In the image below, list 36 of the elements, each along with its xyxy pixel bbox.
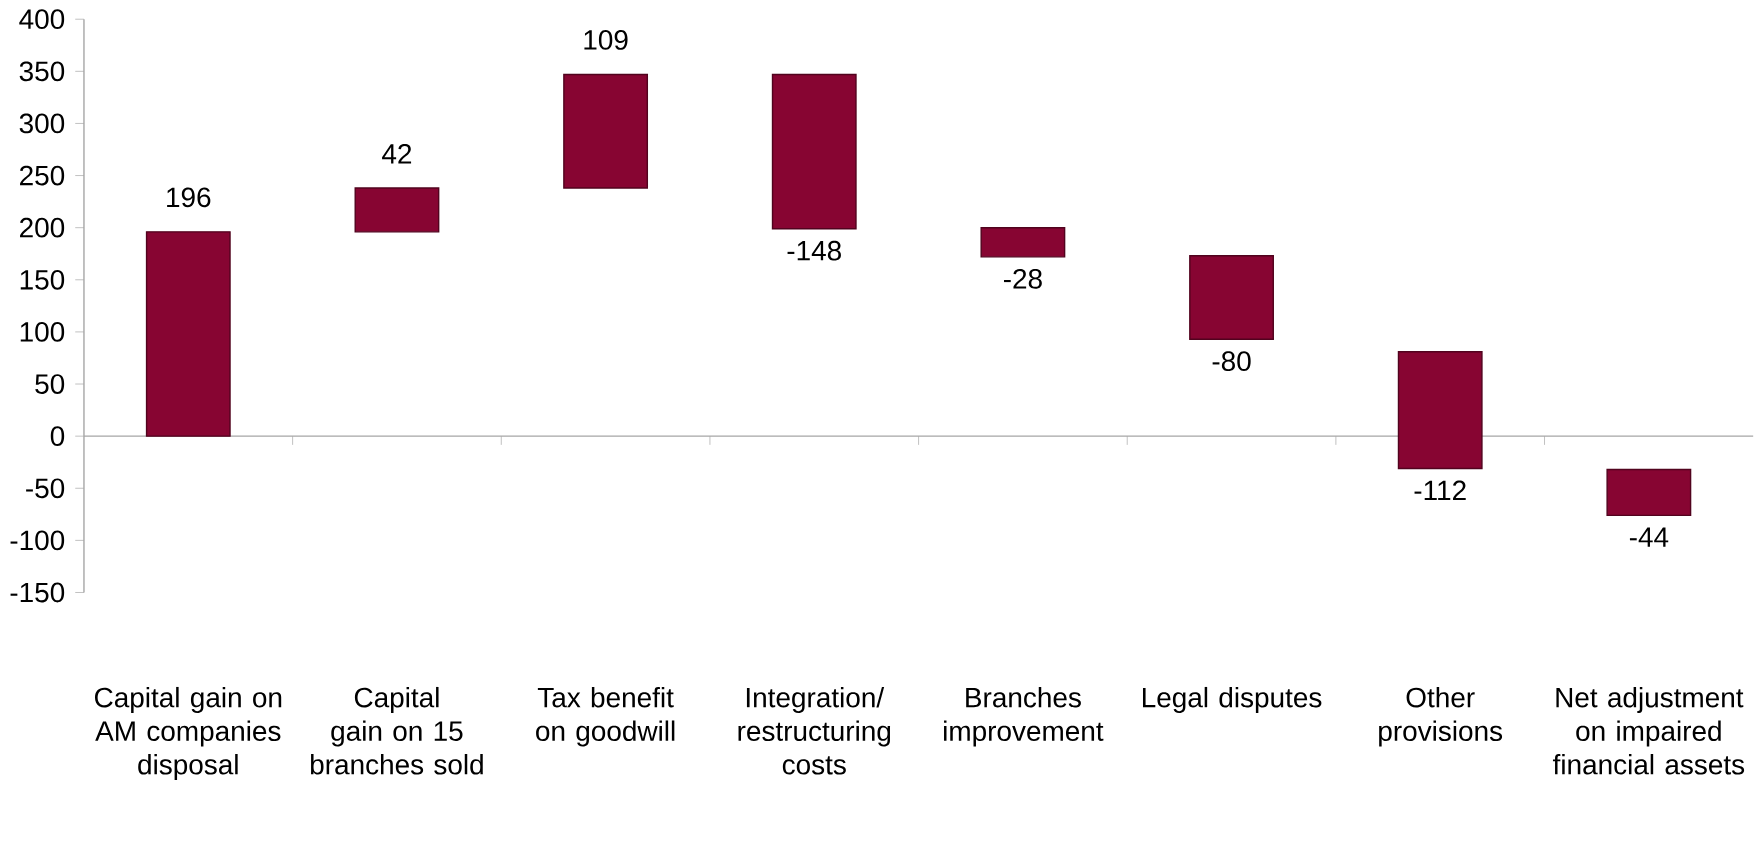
data-label: -28: [1003, 269, 1042, 289]
x-tick-label: Other provisions: [1379, 687, 1503, 747]
data-label: -148: [787, 240, 841, 261]
y-tick-label: 350: [19, 61, 65, 82]
y-tick-label: 50: [35, 374, 65, 394]
data-label: 42: [382, 144, 412, 164]
y-tick-label: 400: [19, 9, 65, 30]
data-label: -80: [1212, 351, 1251, 372]
bar: [771, 73, 857, 230]
bar: [354, 187, 440, 233]
data-label: 109: [584, 30, 628, 50]
x-tick-label: Capital gain on AM companies disposal: [94, 687, 282, 781]
x-tick-label: Tax benefit on goodwill: [536, 687, 675, 747]
x-tick-label: Integration/ restructuring costs: [738, 687, 891, 775]
y-tick-label: 100: [20, 322, 65, 342]
bar: [145, 231, 231, 437]
data-label: -112: [1414, 480, 1466, 501]
bar: [1606, 468, 1692, 517]
bar: [1189, 255, 1274, 340]
x-tick-label: Branches improvement: [944, 687, 1104, 747]
y-tick-label: 250: [20, 165, 65, 186]
data-label: 196: [167, 187, 211, 208]
bar: [980, 227, 1066, 258]
x-tick-label: Legal disputes: [1143, 687, 1322, 714]
y-tick-label: -100: [10, 530, 65, 551]
x-tick-label: Capital gain on 15 branches sold: [311, 687, 483, 775]
y-tick-label: 300: [19, 113, 65, 134]
y-tick-label: -150: [10, 582, 65, 603]
bar: [1397, 351, 1483, 470]
x-tick-label: Net adjustment on impaired financial assets: [1552, 687, 1745, 775]
y-tick-label: 150: [20, 269, 65, 290]
y-tick-label: 200: [20, 217, 65, 238]
y-tick-label: 0: [50, 426, 65, 447]
bar: [563, 73, 649, 189]
data-label: -44: [1629, 527, 1669, 547]
y-tick-label: -50: [26, 478, 65, 499]
